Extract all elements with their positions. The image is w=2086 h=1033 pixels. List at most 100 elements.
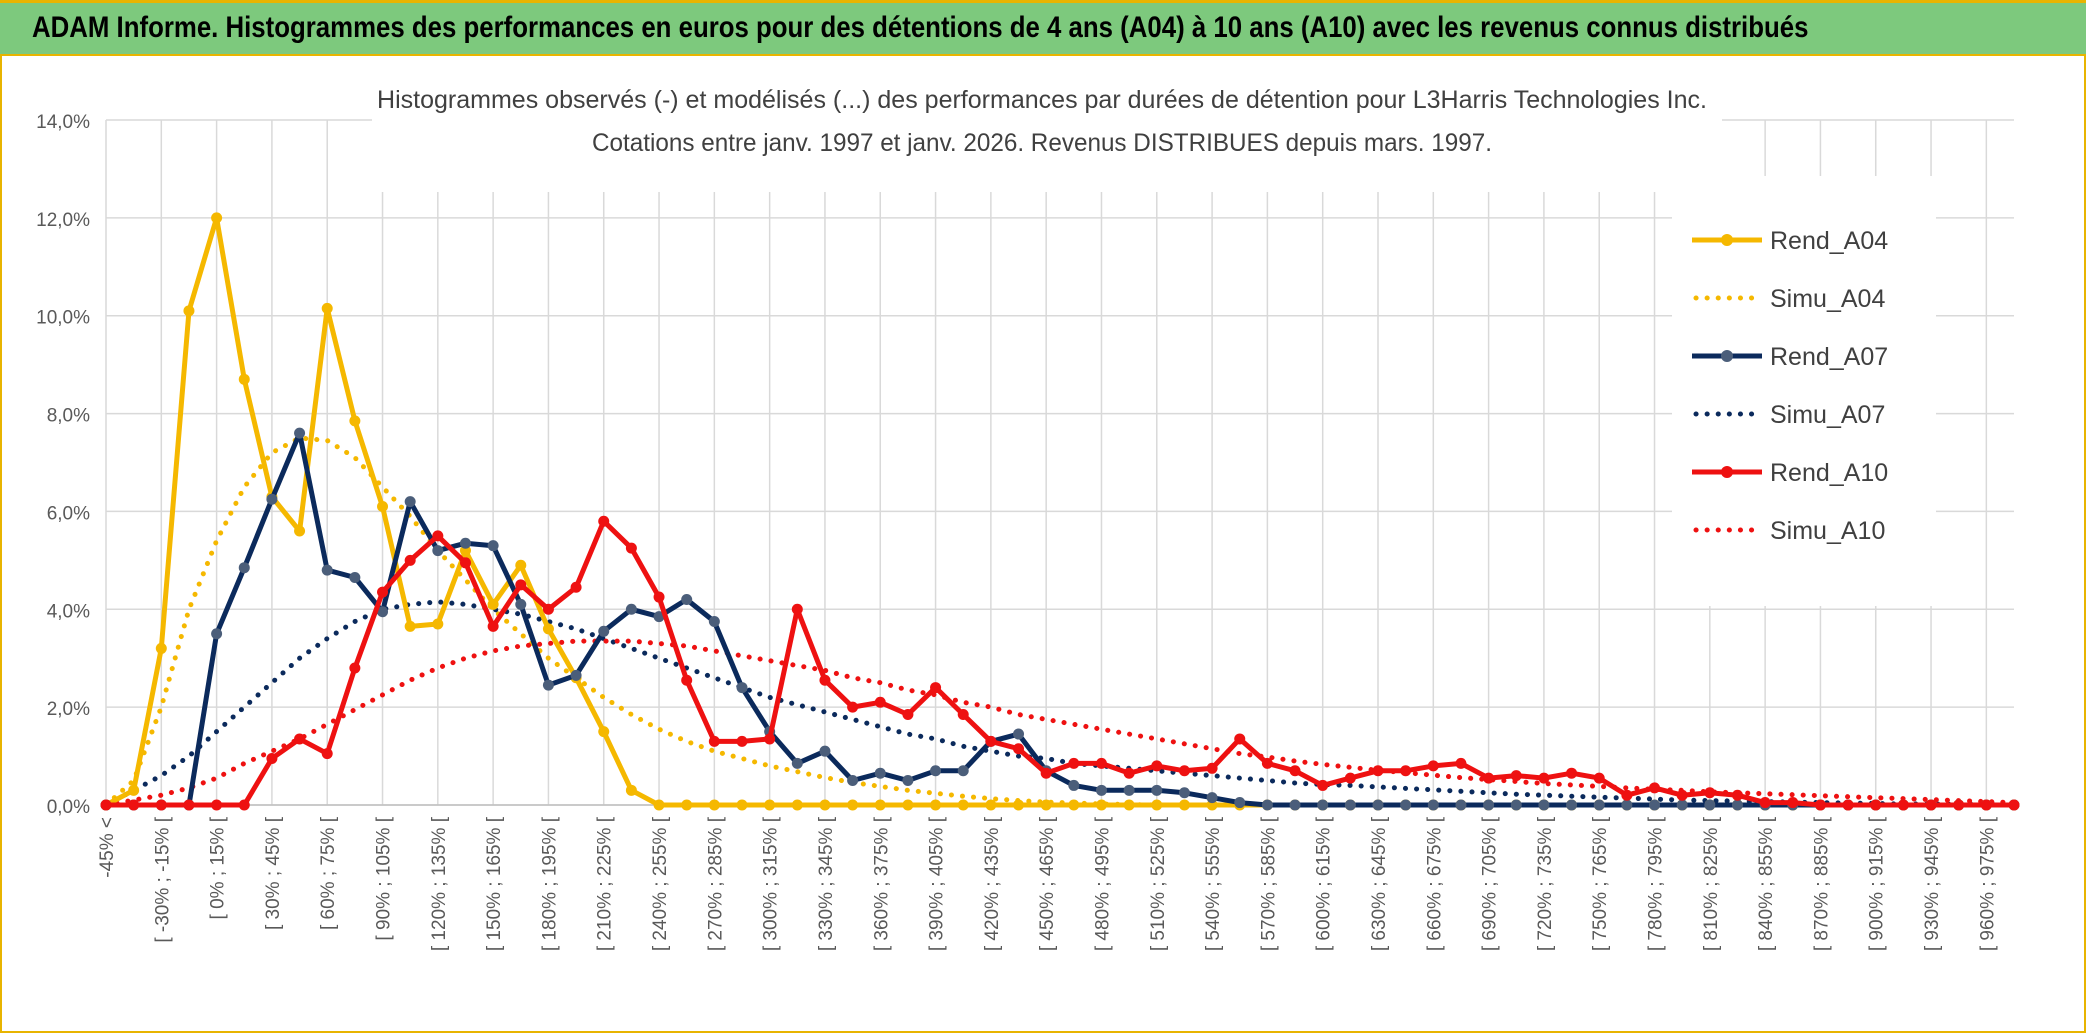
x-tick-label: [ 540% ; 555% [	[1203, 816, 1224, 951]
data-point-rend-a10	[211, 799, 223, 811]
data-point-rend-a07	[1649, 799, 1661, 811]
x-tick-label: [ 600% ; 615% [	[1314, 816, 1335, 951]
data-point-rend-a07	[321, 564, 333, 576]
data-point-rend-a10	[2008, 799, 2020, 811]
data-point-rend-a10	[1123, 767, 1135, 779]
data-point-rend-a10	[874, 696, 886, 708]
data-point-rend-a10	[377, 586, 389, 598]
data-point-rend-a10	[1068, 757, 1080, 769]
x-tick-label: [ 660% ; 675% [	[1424, 816, 1445, 951]
data-point-rend-a10	[1261, 757, 1273, 769]
data-point-rend-a10	[515, 579, 527, 591]
data-point-rend-a04	[681, 799, 693, 811]
data-point-rend-a04	[321, 302, 333, 314]
data-point-rend-a07	[625, 603, 637, 615]
x-tick-label: [ 780% ; 795% [	[1646, 816, 1667, 951]
data-point-rend-a04	[764, 799, 776, 811]
data-point-rend-a07	[1483, 799, 1495, 811]
data-point-rend-a10	[487, 620, 499, 632]
data-point-rend-a10	[1178, 765, 1190, 777]
data-point-rend-a10	[819, 674, 831, 686]
data-point-rend-a07	[1427, 799, 1439, 811]
data-point-rend-a07	[377, 606, 389, 618]
data-point-rend-a07	[570, 669, 582, 681]
data-point-rend-a10	[1897, 799, 1909, 811]
data-point-rend-a10	[1510, 770, 1522, 782]
x-tick-label: [ 570% ; 585% [	[1258, 816, 1279, 951]
data-point-rend-a04	[515, 559, 527, 571]
data-point-rend-a10	[1814, 799, 1826, 811]
series-line-rend-a07	[106, 430, 2014, 808]
x-tick-label: -45% <	[97, 817, 118, 878]
data-point-rend-a10	[1483, 772, 1495, 784]
data-point-rend-a10	[1538, 772, 1550, 784]
x-tick-label: [ 720% ; 735% [	[1535, 816, 1556, 951]
data-point-rend-a10	[404, 554, 416, 566]
data-point-rend-a10	[1593, 772, 1605, 784]
x-tick-label: [ 420% ; 435% [	[982, 816, 1003, 951]
y-tick-label: 14,0%	[36, 112, 90, 133]
x-tick-label: [ 450% ; 465% [	[1037, 816, 1058, 951]
data-point-rend-a07	[930, 765, 942, 777]
data-point-rend-a10	[570, 581, 582, 593]
data-point-rend-a04	[183, 305, 195, 317]
data-point-rend-a10	[1317, 779, 1329, 791]
data-point-rend-a07	[653, 611, 665, 623]
data-point-rend-a04	[653, 799, 665, 811]
data-point-rend-a07	[708, 616, 720, 628]
data-point-rend-a07	[681, 594, 693, 605]
data-point-rend-a07	[266, 493, 278, 505]
data-point-rend-a07	[1593, 799, 1605, 811]
data-point-rend-a07	[1372, 799, 1384, 811]
data-point-rend-a04	[847, 799, 859, 811]
legend-label-rend-a04: Rend_A04	[1770, 227, 1888, 255]
data-point-rend-a10	[847, 701, 859, 713]
data-point-rend-a10	[155, 799, 167, 811]
data-point-rend-a07	[294, 427, 306, 439]
data-point-rend-a10	[1953, 799, 1965, 811]
data-point-rend-a10	[1289, 765, 1301, 777]
data-point-rend-a04	[736, 799, 748, 811]
x-tick-label: [ 180% ; 195% [	[539, 816, 560, 951]
data-point-rend-a07	[957, 765, 969, 777]
x-tick-label: [ 840% ; 855% [	[1756, 816, 1777, 951]
data-point-rend-a07	[1731, 799, 1743, 811]
chart-title-block: Histogrammes observés (-) et modélisés (…	[372, 80, 1722, 192]
data-point-rend-a10	[1704, 787, 1716, 799]
data-point-rend-a07	[238, 562, 250, 574]
data-point-rend-a10	[238, 799, 250, 811]
data-point-rend-a07	[791, 757, 803, 769]
data-point-rend-a07	[1261, 799, 1273, 811]
data-point-rend-a07	[1234, 797, 1246, 809]
x-tick-label: [ 150% ; 165% [	[484, 816, 505, 951]
data-point-rend-a04	[542, 623, 554, 635]
legend: Rend_A04 Simu_A04 Rend_A07 Simu_A07 Rend_A10…	[1672, 176, 1936, 606]
data-point-rend-a10	[432, 530, 444, 542]
x-tick-label: [ 270% ; 285% [	[705, 816, 726, 951]
data-point-rend-a10	[1925, 799, 1937, 811]
data-point-rend-a10	[321, 748, 333, 760]
x-tick-label: [ 750% ; 765% [	[1590, 816, 1611, 951]
x-tick-label: [ 690% ; 705% [	[1480, 816, 1501, 951]
data-point-rend-a04	[1178, 799, 1190, 811]
data-point-rend-a07	[1317, 799, 1329, 811]
data-point-rend-a10	[266, 753, 278, 765]
data-point-rend-a10	[542, 603, 554, 615]
data-point-rend-a07	[598, 625, 610, 637]
data-point-rend-a10	[1787, 797, 1799, 809]
y-tick-label: 4,0%	[47, 601, 90, 622]
grid-lines	[105, 119, 2014, 806]
data-point-rend-a10	[736, 735, 748, 747]
data-point-rend-a04	[930, 799, 942, 811]
legend-marker-rend-a04	[1721, 234, 1733, 246]
data-point-rend-a07	[874, 767, 886, 779]
x-tick-label: [ 810% ; 825% [	[1701, 816, 1722, 951]
x-tick-label: [ 870% ; 885% [	[1811, 816, 1832, 951]
data-point-rend-a07	[1013, 728, 1025, 740]
data-point-rend-a04	[487, 598, 499, 610]
data-point-rend-a04	[1013, 799, 1025, 811]
data-point-rend-a07	[902, 775, 914, 787]
legend-backdrop	[1672, 176, 1936, 606]
data-point-rend-a10	[1013, 743, 1025, 755]
data-point-rend-a04	[1123, 799, 1135, 811]
